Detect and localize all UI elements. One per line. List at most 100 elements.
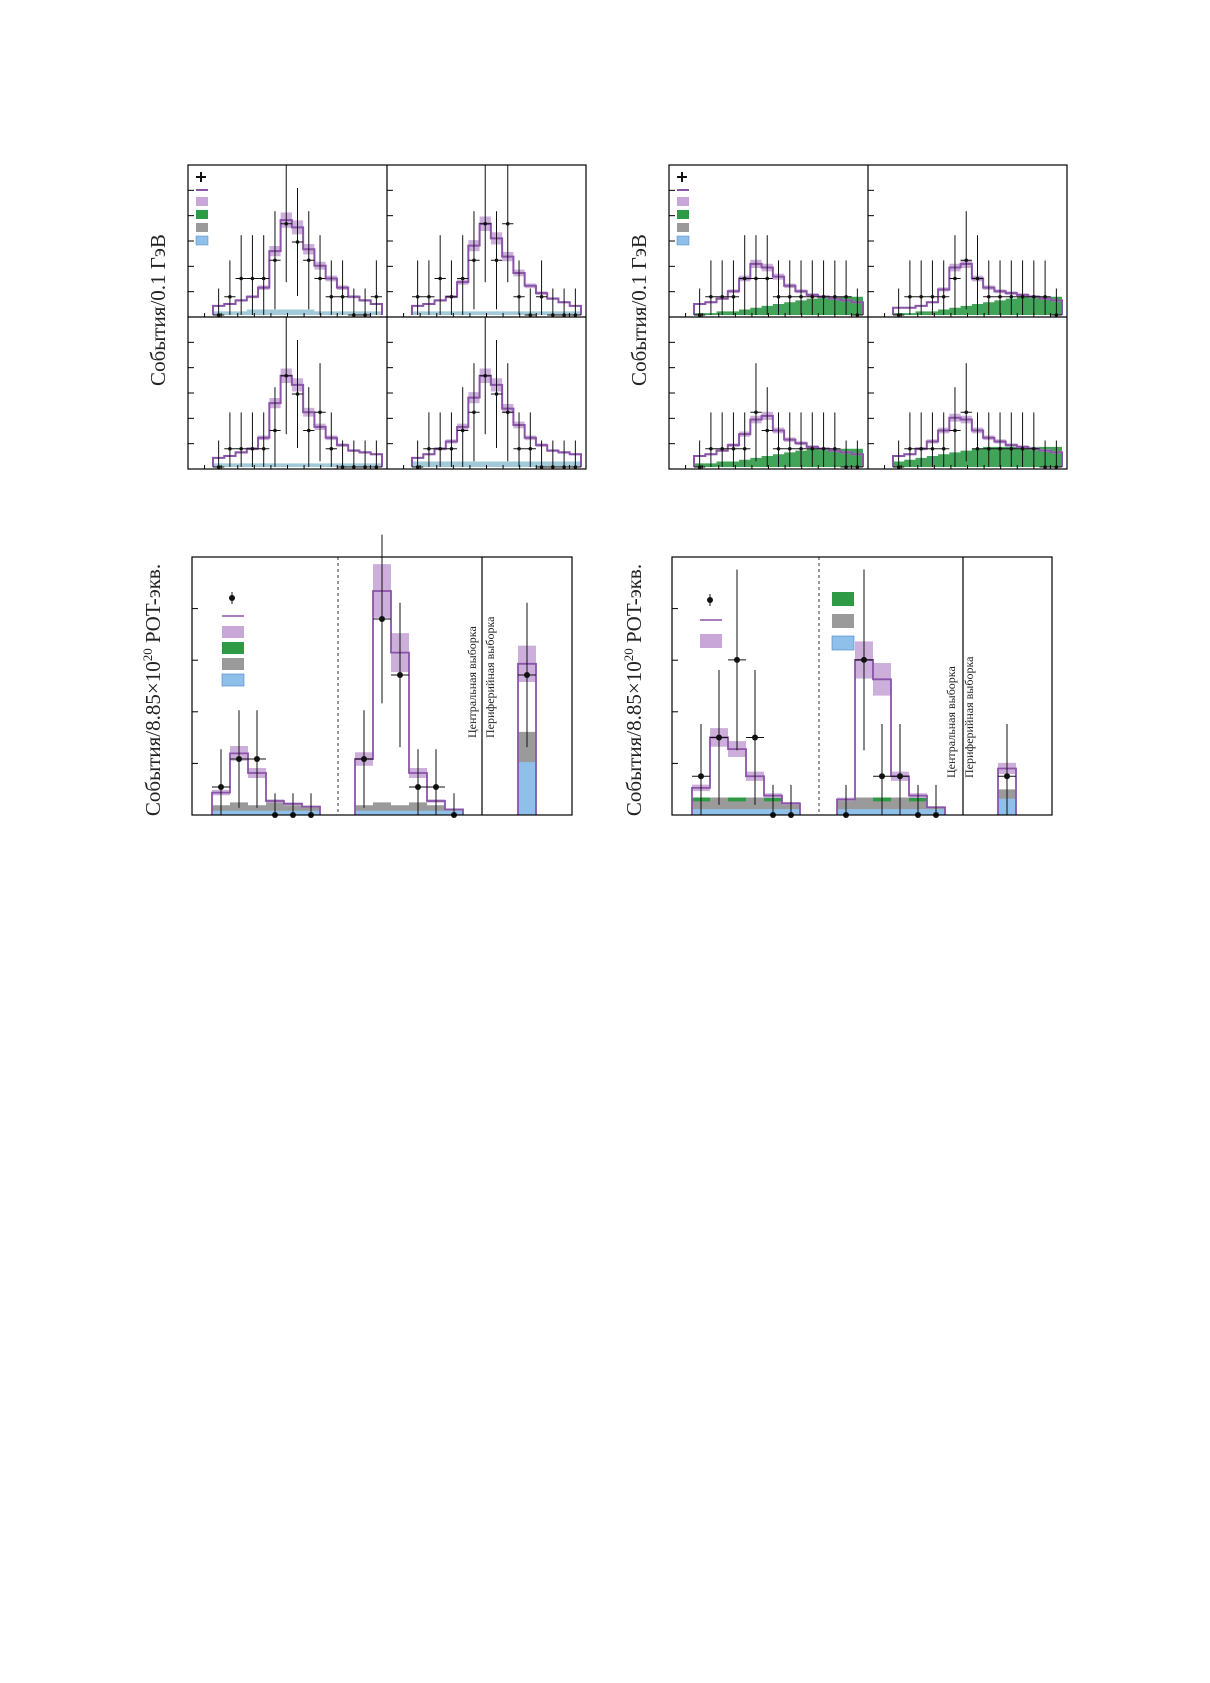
top-right-sub0-data-point [731, 294, 736, 299]
top-right-sub2-data-point [844, 465, 848, 469]
top-right-sub0-data-point [799, 294, 803, 299]
top-right-sub0-data-point [754, 276, 758, 281]
top-left-sub2-data-point [261, 446, 266, 451]
top-right-sub2-data-point [810, 446, 815, 451]
top-right-sub0-data-point [697, 313, 702, 317]
top-left-sub2-data-point [329, 446, 334, 451]
top-right-sub2-data-point [787, 446, 792, 451]
top-right-sub0-data-point [821, 294, 826, 299]
top-left-sub1-data-point [562, 313, 566, 317]
top-right-sub1-data-point [896, 313, 901, 317]
bottom-left-region2-blue-bkg [518, 762, 536, 815]
top-left-sub2-data-point [284, 373, 289, 378]
bottom-left-region1-prediction [354, 590, 464, 815]
top-right-sub0-data-point [833, 294, 837, 299]
top-left-sub2-data-point [273, 428, 277, 433]
bottom-right-region0-data-point [698, 773, 704, 780]
top-right-sub2-data-point [799, 446, 803, 451]
top-left-sub0-data-point [216, 313, 221, 317]
top-right-sub1-data-point [908, 294, 912, 299]
top-left-sub0-data-point [363, 313, 367, 317]
top-left-sub0-data-point [374, 294, 379, 299]
top-right-sub1-data-point [1032, 294, 1036, 299]
top-left-sub2-background [213, 463, 382, 467]
bottom-left-region1-blue-bkg [355, 810, 463, 815]
bottom-left-region1-data-point [379, 616, 385, 622]
top-left-sub1-data-point [460, 276, 465, 281]
top-left-sub3-data-point [562, 465, 566, 469]
bottom-right-region0-blue-bkg [692, 809, 800, 815]
top-left-sub2-data-point [374, 465, 379, 469]
top-left-sub3-data-point [494, 392, 499, 396]
top-right-legend-green-bkg [677, 210, 689, 219]
top-right-sub3-data-point [908, 446, 912, 451]
top-left-sub2-data-point [340, 465, 345, 469]
top-right-sub2-data-point [833, 446, 837, 451]
bottom-left-region0-prediction [211, 752, 321, 815]
top-right-sub0-data-point [742, 276, 747, 281]
top-right-sub1-data-point [964, 258, 969, 263]
bottom-left-legend-green-bkg [222, 642, 244, 654]
top-right-sub1-data-point [998, 294, 1002, 299]
top-left-sub2-data-point [250, 446, 255, 451]
bottom-right-region1-blue-bkg [837, 809, 945, 815]
top-right-sub2-data-point [765, 428, 770, 433]
top-right-sub3-data-point [1009, 446, 1014, 451]
top-left-sub0-data-point [228, 294, 232, 299]
bottom-left-legend-blue-bkg [221, 673, 245, 687]
top-left-sub1-data-point [505, 221, 510, 226]
top-left-ylabel: События/0.1 ГэВ [146, 234, 170, 386]
bl-peripheral-sample-label: Периферийная выборка [483, 616, 497, 738]
top-left-sub0-data-point [329, 294, 334, 299]
bottom-left-region1-data-point [433, 784, 439, 790]
bottom-right-region0-data-point [734, 656, 740, 663]
top-left-sub2-data-point [239, 446, 243, 451]
top-left-sub3-data-point [573, 465, 578, 469]
bottom-left-legend-syst-band [222, 626, 244, 638]
top-right-legend-syst-band [677, 197, 689, 206]
bottom-right-region0-prediction [691, 736, 801, 815]
top-left-sub3-data-point [517, 446, 521, 451]
top-left-sub1-data-point [449, 294, 454, 299]
top-right-sub3-data-point [975, 446, 980, 451]
bottom-right-ylabel: События/8.85×1020 POT-экв. [621, 564, 646, 816]
top-right-legend-gray-bkg [677, 223, 689, 232]
bottom-right-region1-data-point [879, 773, 885, 780]
top-left-sub0-data-point [284, 221, 289, 226]
top-right-sub2-data-point [754, 410, 758, 415]
top-right-sub3-data-point [1020, 446, 1025, 451]
top-left-sub1-data-point [494, 258, 499, 263]
bottom-left-region0-data-point [254, 756, 260, 762]
bottom-right-region1-data-point [897, 773, 903, 780]
bottom-left-region0-data-point [236, 756, 242, 762]
bottom-left-legend-gray-bkg [222, 658, 244, 670]
top-left-sub0-data-point [295, 240, 300, 244]
top-right-sub2-data-point [697, 465, 702, 469]
bottom-right-frame [671, 556, 1053, 816]
bottom-right-legend-green-bkg [832, 592, 854, 606]
bottom-right-region1-data-point [861, 656, 867, 663]
top-right-sub1-data-point [1020, 294, 1025, 299]
top-left-sub1-data-point [415, 294, 420, 299]
top-right-sub3-data-point [1043, 465, 1047, 469]
top-left-sub1-data-point [573, 313, 578, 317]
bottom-right-ylabel-suffix: POT-экв. [622, 564, 646, 648]
top-right-sub2-data-point [742, 446, 747, 451]
top-left-sub2-data-point [216, 465, 221, 469]
top-right-sub2-data-point [720, 446, 724, 451]
top-right-sub0-data-point [810, 294, 815, 299]
bottom-right-legend-syst-band [700, 634, 722, 648]
bottom-left-region0-data-point [218, 784, 224, 790]
bottom-left-region2-data-point [524, 672, 530, 678]
bottom-left-ylabel-suffix: POT-экв. [141, 564, 165, 648]
top-left-sub2-data-point [295, 392, 300, 396]
top-right-sub2-data-point [731, 446, 736, 451]
top-left-sub1-data-point [427, 294, 431, 299]
top-left-sub1-data-point [517, 294, 521, 299]
top-left-legend-blue-bkg [195, 235, 209, 246]
bottom-left-ylabel-exp: 20 [140, 648, 155, 661]
top-right-sub3-data-point [1054, 465, 1059, 469]
top-right-sub1-data-point [953, 276, 957, 281]
top-right-sub0-data-point [720, 294, 724, 299]
